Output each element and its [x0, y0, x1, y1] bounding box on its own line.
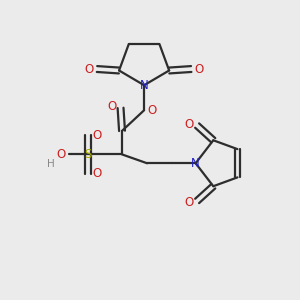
Text: H: H: [47, 159, 55, 169]
Text: N: N: [191, 157, 200, 170]
Text: O: O: [184, 118, 194, 130]
Text: O: O: [195, 62, 204, 76]
Text: O: O: [107, 100, 116, 113]
Text: O: O: [92, 167, 102, 180]
Text: O: O: [56, 148, 65, 161]
Text: O: O: [92, 129, 102, 142]
Text: S: S: [85, 148, 92, 161]
Text: O: O: [84, 62, 93, 76]
Text: O: O: [184, 196, 194, 209]
Text: N: N: [140, 79, 148, 92]
Text: O: O: [148, 104, 157, 117]
